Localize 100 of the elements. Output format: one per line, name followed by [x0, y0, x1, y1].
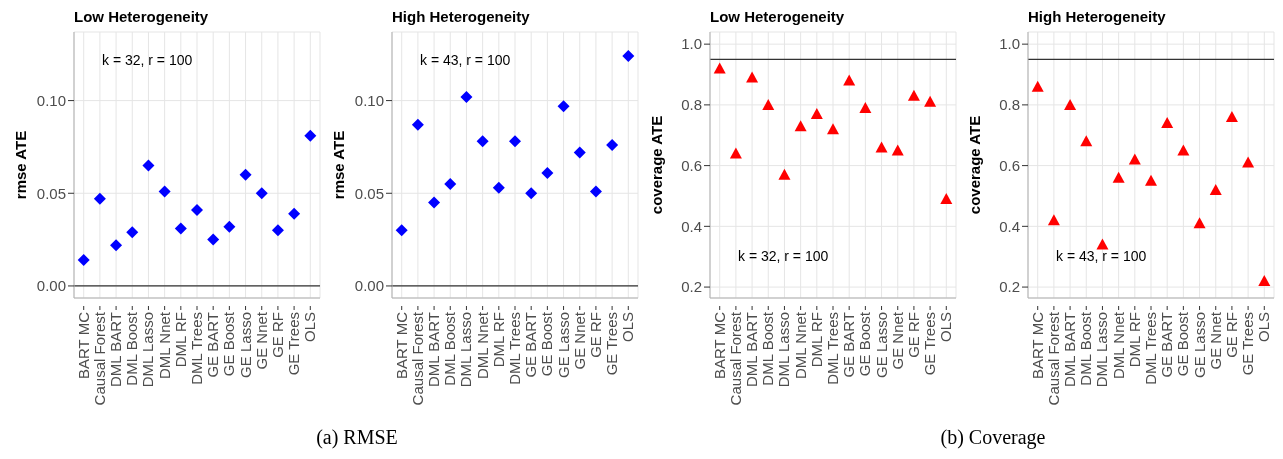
x-tick-label: DML BART [107, 312, 125, 388]
point [93, 192, 106, 205]
x-tick-label: GE RF [268, 312, 286, 358]
x-tick-label: GE Lasso [236, 312, 254, 378]
point [1258, 275, 1271, 286]
point [142, 159, 155, 172]
point [460, 90, 473, 103]
y-tick-label: 1.0 [999, 35, 1020, 53]
y-tick-label: 0.10 [36, 91, 66, 109]
x-tick-label: GE Trees [603, 312, 621, 376]
point [288, 207, 301, 220]
x-tick-label: DML Nnet [473, 311, 491, 379]
point [924, 95, 937, 107]
point [859, 101, 872, 113]
point [1064, 98, 1077, 110]
y-tick-label: 0.6 [681, 156, 702, 174]
annotation: k = 32, r = 100 [738, 248, 829, 264]
x-tick-label: OLS [619, 312, 637, 343]
x-tick-label: GE RF [1222, 312, 1240, 358]
point [907, 89, 920, 101]
point [77, 254, 90, 266]
x-tick-label: GE BART [840, 312, 858, 378]
point [1096, 238, 1109, 250]
x-tick-label: DML Boost [123, 311, 141, 386]
point [1209, 183, 1222, 195]
x-tick-label: GE Nnet [252, 311, 270, 370]
x-tick-label: DML RF [807, 312, 825, 368]
y-tick-label: 0.05 [354, 184, 384, 202]
point [746, 71, 759, 83]
point [778, 168, 791, 180]
chart-title: High Heterogeneity [392, 8, 530, 25]
point [541, 166, 554, 179]
x-tick-label: GE Lasso [1190, 312, 1208, 378]
x-tick-label: BART MC [1028, 311, 1046, 379]
x-tick-label: DML Lasso [457, 312, 475, 388]
x-tick-label: GE Boost [538, 311, 556, 377]
point [126, 226, 139, 239]
point [1242, 156, 1255, 168]
x-tick-label: GE Boost [220, 311, 238, 377]
annotation: k = 32, r = 100 [102, 52, 193, 68]
x-tick-label: DML Lasso [775, 312, 793, 388]
y-tick-label: 0.8 [999, 96, 1020, 114]
point [794, 120, 807, 132]
y-tick-label: 0.8 [681, 96, 702, 114]
y-axis-title: rmse ATE [330, 130, 348, 200]
y-axis-title: rmse ATE [12, 130, 30, 200]
x-tick-label: GE RF [586, 312, 604, 358]
x-tick-label: DML Trees [824, 312, 841, 385]
point [476, 135, 489, 148]
x-tick-label: DML Boost [1077, 311, 1095, 386]
point [1225, 111, 1238, 123]
chart-title: High Heterogeneity [1028, 8, 1166, 25]
x-tick-label: Causal Forest [90, 311, 108, 406]
point [940, 193, 953, 205]
point [271, 224, 284, 237]
x-tick-label: Causal Forest [1044, 311, 1062, 406]
y-axis-title: coverage ATE [966, 115, 984, 215]
x-tick-label: BART MC [74, 311, 92, 379]
x-tick-label: DML BART [425, 312, 443, 388]
x-tick-label: Causal Forest [408, 311, 426, 406]
x-tick-label: DML Nnet [1109, 311, 1127, 379]
x-tick-label: GE BART [1158, 312, 1176, 378]
x-tick-label: DML Nnet [791, 311, 809, 379]
point [304, 129, 317, 142]
point [1112, 171, 1125, 183]
y-tick-label: 0.05 [36, 184, 66, 202]
y-tick-label: 0.10 [354, 91, 384, 109]
point [1128, 153, 1141, 165]
x-tick-label: GE Nnet [570, 311, 588, 370]
point [239, 168, 252, 181]
point [444, 178, 457, 190]
point [891, 144, 904, 156]
chart-title: Low Heterogeneity [74, 8, 209, 25]
x-tick-label: OLS [1255, 312, 1273, 343]
point [1145, 174, 1157, 186]
chart-title: Low Heterogeneity [710, 8, 845, 25]
point [1177, 144, 1190, 156]
y-axis-title: coverage ATE [648, 115, 666, 215]
x-tick-label: DML Trees [1142, 312, 1159, 385]
x-tick-label: GE RF [904, 312, 922, 358]
y-tick-label: 1.0 [681, 35, 702, 53]
point [875, 141, 888, 153]
point [1080, 135, 1093, 147]
point [1031, 80, 1044, 92]
x-tick-label: BART MC [392, 311, 410, 379]
x-tick-label: DML RF [489, 312, 507, 368]
x-tick-label: Causal Forest [726, 311, 744, 406]
point [411, 118, 424, 131]
x-tick-label: GE Trees [1239, 312, 1257, 376]
x-tick-label: GE Lasso [872, 312, 890, 378]
x-tick-label: GE Boost [1174, 311, 1192, 377]
point [762, 98, 775, 110]
x-tick-label: DML RF [1125, 312, 1143, 368]
x-tick-label: OLS [301, 312, 319, 343]
y-tick-label: 0.00 [354, 277, 384, 295]
x-tick-label: GE Trees [285, 312, 303, 376]
point [158, 185, 171, 198]
point [428, 196, 441, 209]
x-tick-label: DML Trees [188, 312, 205, 385]
point [110, 239, 123, 252]
